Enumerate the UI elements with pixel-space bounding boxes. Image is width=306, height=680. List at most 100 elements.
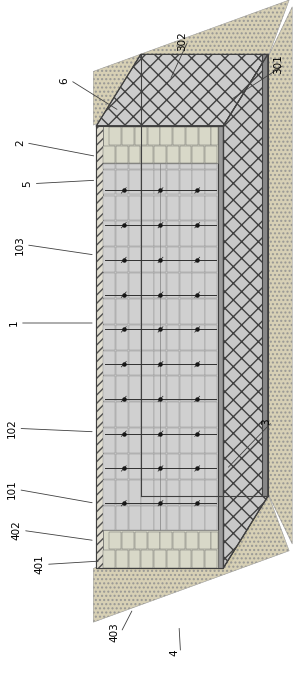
Bar bbox=[148, 127, 159, 145]
Bar bbox=[141, 428, 154, 453]
Bar bbox=[167, 299, 179, 324]
Text: 5: 5 bbox=[23, 180, 32, 187]
Bar bbox=[103, 164, 115, 169]
Bar bbox=[135, 127, 147, 145]
Bar bbox=[103, 170, 115, 194]
Bar bbox=[192, 248, 205, 272]
Bar bbox=[192, 222, 205, 246]
Bar bbox=[167, 377, 179, 401]
Bar bbox=[205, 325, 218, 350]
Bar bbox=[167, 196, 179, 220]
Bar bbox=[205, 377, 218, 401]
Bar bbox=[116, 299, 128, 324]
Bar bbox=[167, 222, 179, 246]
Bar bbox=[211, 532, 218, 549]
Bar bbox=[192, 403, 205, 427]
Bar bbox=[154, 351, 166, 375]
Bar bbox=[129, 248, 141, 272]
Polygon shape bbox=[262, 54, 268, 496]
Polygon shape bbox=[96, 496, 268, 568]
Bar bbox=[180, 164, 192, 169]
Bar bbox=[167, 170, 179, 194]
Bar bbox=[116, 196, 128, 220]
Bar bbox=[192, 196, 205, 220]
Bar bbox=[141, 480, 154, 505]
Bar bbox=[180, 170, 192, 194]
Bar bbox=[103, 196, 115, 220]
Bar bbox=[160, 127, 172, 145]
Text: 403: 403 bbox=[110, 622, 120, 643]
Bar bbox=[116, 164, 128, 169]
Bar bbox=[116, 170, 128, 194]
Bar bbox=[154, 273, 166, 298]
Bar bbox=[173, 532, 185, 549]
Bar bbox=[167, 248, 179, 272]
Bar bbox=[122, 532, 134, 549]
Bar bbox=[129, 196, 141, 220]
Bar bbox=[154, 377, 166, 401]
Bar bbox=[141, 325, 154, 350]
Bar bbox=[154, 146, 166, 163]
Bar bbox=[116, 248, 128, 272]
Bar bbox=[103, 325, 115, 350]
Bar bbox=[148, 532, 159, 549]
Bar bbox=[116, 506, 128, 530]
Bar bbox=[205, 506, 218, 530]
Bar bbox=[154, 248, 166, 272]
Bar bbox=[205, 551, 217, 568]
Bar bbox=[129, 299, 141, 324]
Bar bbox=[141, 222, 154, 246]
Bar bbox=[205, 196, 218, 220]
Bar bbox=[116, 222, 128, 246]
Bar bbox=[103, 428, 115, 453]
Bar bbox=[116, 273, 128, 298]
Bar bbox=[141, 351, 154, 375]
Bar bbox=[122, 127, 134, 145]
Bar bbox=[154, 164, 166, 169]
Bar bbox=[129, 551, 140, 568]
Bar bbox=[180, 428, 192, 453]
Bar bbox=[141, 299, 154, 324]
Bar bbox=[116, 351, 128, 375]
Bar bbox=[180, 351, 192, 375]
Bar bbox=[205, 454, 218, 479]
Bar bbox=[154, 428, 166, 453]
Bar bbox=[167, 325, 179, 350]
Text: 6: 6 bbox=[59, 77, 69, 84]
Bar bbox=[96, 126, 223, 568]
Bar bbox=[103, 299, 115, 324]
Bar bbox=[116, 454, 128, 479]
Bar bbox=[116, 428, 128, 453]
Bar bbox=[205, 403, 218, 427]
Bar bbox=[167, 551, 179, 568]
Bar bbox=[103, 222, 115, 246]
Bar bbox=[167, 351, 179, 375]
Bar bbox=[116, 480, 128, 505]
Bar bbox=[180, 325, 192, 350]
Bar bbox=[141, 377, 154, 401]
Bar bbox=[180, 403, 192, 427]
Bar bbox=[103, 377, 115, 401]
Bar bbox=[205, 248, 218, 272]
Bar bbox=[180, 196, 192, 220]
Bar bbox=[167, 273, 179, 298]
Bar bbox=[154, 170, 166, 194]
Bar bbox=[167, 454, 179, 479]
Bar bbox=[192, 506, 205, 530]
Text: 4: 4 bbox=[170, 649, 179, 656]
Polygon shape bbox=[223, 54, 268, 568]
Bar bbox=[192, 351, 205, 375]
Bar bbox=[192, 164, 205, 169]
Bar bbox=[205, 222, 218, 246]
Text: 3: 3 bbox=[261, 418, 271, 425]
Bar bbox=[192, 454, 205, 479]
Bar bbox=[103, 273, 115, 298]
Bar bbox=[103, 454, 115, 479]
Bar bbox=[154, 325, 166, 350]
Bar bbox=[205, 170, 218, 194]
Bar bbox=[129, 428, 141, 453]
Bar bbox=[167, 164, 179, 169]
Bar bbox=[154, 222, 166, 246]
Bar bbox=[154, 196, 166, 220]
Bar bbox=[180, 248, 192, 272]
